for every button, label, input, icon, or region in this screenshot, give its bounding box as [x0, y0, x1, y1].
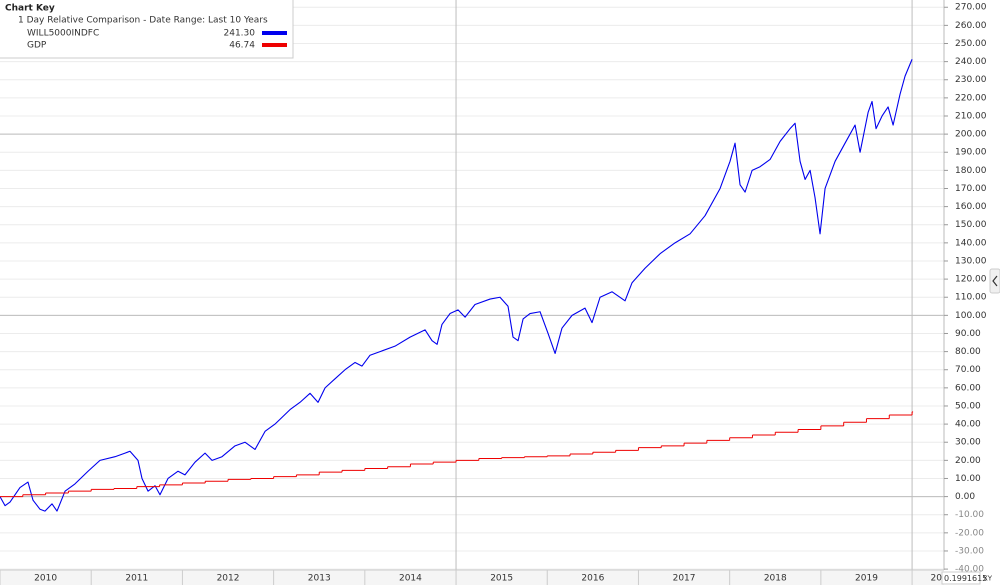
cursor-value: 0.1991615	[944, 574, 987, 583]
x-axis: 2010 2011 2012 2013 2014 2015 2016 2017 2018 2019…	[0, 570, 954, 585]
y-tick-label: 80.00	[955, 347, 981, 357]
y-tick-label: 10.00	[955, 474, 981, 484]
subtitle: 1 Day Relative Comparison - Date Range: …	[18, 16, 268, 26]
cursor-value-box	[941, 571, 981, 585]
side-tab[interactable]	[989, 268, 1000, 294]
y-tick-label: 90.00	[955, 329, 981, 339]
series-line	[0, 59, 913, 512]
x-tick-label: 2011	[125, 574, 148, 584]
x-tick-label: 2010	[34, 574, 57, 584]
x-axis-strip	[0, 570, 944, 585]
y-tick-label: 120.00	[955, 275, 987, 285]
y-tick-label: -40.00	[955, 565, 984, 575]
y-tick-label: 270.00	[955, 3, 987, 13]
y-tick-label: 0.00	[955, 492, 975, 502]
y-tick-label: 220.00	[955, 93, 987, 103]
y-tick-label: -30.00	[955, 546, 984, 556]
y-tick-label: -20.00	[955, 528, 984, 538]
y-tick-label: 70.00	[955, 365, 981, 375]
side-tab-arrow	[992, 275, 998, 287]
y-axis: -40.00 -30.00 -20.00 -10.00 0.00 10.00 20.00 30…	[944, 3, 987, 575]
x-tick-label: 2019	[855, 574, 878, 584]
legend-title: Chart Key	[5, 4, 55, 14]
y-tick-label: 200.00	[955, 130, 987, 140]
step-line	[0, 411, 914, 498]
legend-label: GDP	[27, 41, 47, 51]
y-tick-label: 230.00	[955, 75, 987, 85]
legend-swatch	[262, 43, 287, 47]
legend-box	[0, 0, 294, 59]
y-tick-label: 170.00	[955, 184, 987, 194]
y-tick-label: 30.00	[955, 438, 981, 448]
y-tick-label: 20.00	[955, 456, 981, 466]
y-tick-label: 260.00	[955, 21, 987, 31]
legend-value: 46.74	[229, 41, 255, 51]
x-tick-label: 2016	[581, 574, 604, 584]
cursor-mode[interactable]: XY	[983, 575, 993, 583]
y-tick-label: 110.00	[955, 293, 987, 303]
y-tick-label: 240.00	[955, 57, 987, 67]
y-tick-label: 150.00	[955, 220, 987, 230]
y-tick-label: 210.00	[955, 111, 987, 121]
legend-label: WILL5000INDFC	[27, 29, 99, 39]
y-tick-label: 40.00	[955, 420, 981, 430]
legend-swatch	[262, 31, 287, 35]
x-tick-label: 2012	[217, 574, 240, 584]
legend: Chart Key 1 Day Relative Comparison - Da…	[0, 0, 294, 59]
legend-value: 241.30	[224, 29, 256, 39]
x-tick-label: 2013	[308, 574, 331, 584]
y-tick-label: 190.00	[955, 148, 987, 158]
x-tick-label: 2015	[490, 574, 513, 584]
y-tick-label: 140.00	[955, 238, 987, 248]
y-tick-label: 180.00	[955, 166, 987, 176]
y-tick-label: 130.00	[955, 256, 987, 266]
plot	[0, 59, 914, 512]
x-tick-label: 2014	[399, 574, 422, 584]
x-tick-label: 2017	[673, 574, 696, 584]
y-tick-label: 250.00	[955, 39, 987, 49]
x-tick-label: 2018	[764, 574, 787, 584]
y-tick-label: 50.00	[955, 401, 981, 411]
y-tick-label: 60.00	[955, 383, 981, 393]
y-tick-label: -10.00	[955, 510, 984, 520]
grid	[0, 0, 944, 570]
y-tick-label: 100.00	[955, 311, 987, 321]
y-tick-label: 160.00	[955, 202, 987, 212]
x-tick-label: 2020	[931, 574, 954, 584]
